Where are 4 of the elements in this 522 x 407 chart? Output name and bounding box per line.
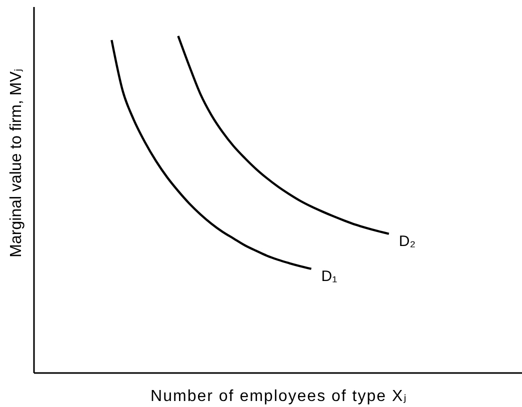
series-label: D₂ (398, 232, 416, 250)
series-label: D₁ (321, 268, 338, 285)
y-axis-title: Marginal value to firm, MVⱼ (8, 68, 25, 258)
x-axis-title: Number of employees of type Xⱼ (150, 388, 408, 405)
